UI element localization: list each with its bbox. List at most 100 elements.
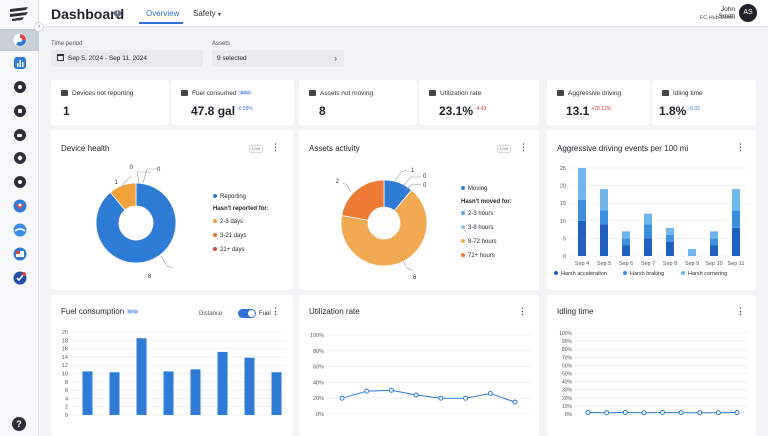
y-tick-label: 0% [316,412,324,418]
more-menu-icon[interactable]: ⋮ [519,142,528,152]
legend-item-reporting: Reporting [213,194,246,200]
leader-line [404,183,422,191]
y-tick-label: 100% [559,331,572,337]
bar [163,371,174,415]
sidebar-item-dashboard[interactable] [0,29,39,51]
live-badge: Live [249,145,264,153]
legend-item-2-3-hours: 2-3 hours [461,211,493,217]
legend-label: 2-3 days [220,219,244,225]
bar-segment [644,238,652,256]
x-tick-label: Sep 8 [663,261,677,267]
kpi-utilization-rate[interactable]: Utilization rate 23.1% -4.43 [419,80,539,125]
fuel-distance-toggle[interactable] [238,309,256,318]
sidebar-item-trips[interactable] [5,101,34,121]
legend-header: Hasn't moved for: [461,199,512,205]
map-pin-icon [13,81,26,93]
y-tick-label: 80% [313,349,324,355]
more-menu-icon[interactable]: ⋮ [271,142,280,152]
slice-value-label: 1 [411,168,415,174]
bar [271,372,282,415]
donut-slice [340,189,428,267]
kpi-label: Assets not moving [320,90,374,97]
kpi-value: 1.8% [659,104,687,118]
device-health-panel: Device health Live ⋮ 8 1 0 0 Reporting Hasn… [51,130,293,290]
y-tick-label: 40% [313,380,324,386]
sidebar-item-assets[interactable] [5,125,34,145]
more-menu-icon[interactable]: ⋮ [736,142,745,152]
kpi-value: 23.1% [439,104,474,118]
kpi-delta: -0.55% [237,106,253,112]
sidebar-item-app-4[interactable] [5,268,34,288]
more-menu-icon[interactable]: ⋮ [271,306,280,316]
time-period-picker[interactable]: Sep 5, 2024 - Sep 11, 2024 [51,50,203,67]
sidebar-item-app-1[interactable] [5,196,34,216]
y-tick-label: 15 [560,201,566,207]
bar-segment [732,210,740,228]
legend-item-3-21-days: 3-21 days [213,233,246,239]
more-menu-icon[interactable]: ⋮ [736,306,745,316]
leader-line [394,169,408,182]
bar [217,351,228,415]
bar-segment [688,248,696,256]
y-tick-label: 8 [65,380,68,386]
avatar[interactable]: AS [739,4,757,22]
user-org: FC Hub Demo [699,15,735,21]
kpi-fuel-consumed[interactable]: Fuel consumed Beta 47.8 gal -0.55% [171,80,294,125]
y-tick-label: 30% [562,388,573,394]
tab-safety[interactable]: Safety ▾ [193,9,221,18]
bar-segment [622,245,630,256]
kpi-devices-not-reporting[interactable]: Devices not reporting 1 [51,80,169,125]
legend-item-harsh-acceleration: Harsh acceleration [554,271,607,277]
fuel-toggle-label[interactable]: Fuel [259,311,271,317]
legend-label: 21+ days [220,247,245,253]
sidebar-item-settings[interactable] [5,172,34,192]
sidebar-item-app-3[interactable] [5,244,34,264]
bar-segment [600,210,608,225]
help-icon[interactable]: ? [12,417,26,431]
y-tick-label: 20% [562,396,573,402]
legend-swatch [213,194,217,198]
data-point [413,392,419,398]
sidebar-collapse-icon[interactable]: › [34,22,44,32]
kpi-assets-not-moving[interactable]: Assets not moving 8 [299,80,417,125]
car-icon [309,90,316,96]
sidebar-item-reports[interactable] [5,53,34,73]
slice-value-label: 8 [148,274,152,280]
kpi-idling-time[interactable]: Idling time 1.8% -0.32 [652,80,756,125]
sidebar-item-map[interactable] [5,77,34,97]
panel-title: Fuel consumption Beta [61,307,140,316]
more-menu-icon[interactable]: ⋮ [518,306,527,316]
legend-item-2-3-days: 2-3 days [213,219,243,225]
kpi-delta: +78.12% [591,106,612,112]
info-icon[interactable]: i [114,10,121,17]
kpi-value: 47.8 gal [191,104,236,118]
y-tick-label: 20 [62,330,68,336]
sidebar-item-maintenance[interactable] [5,148,34,168]
bar-segment [578,168,586,200]
y-tick-label: 70% [562,355,573,361]
kpi-label: Idling time [673,90,703,97]
x-tick-label: Sep 9 [685,261,699,267]
leader-line [120,175,132,189]
y-tick-label: 5 [563,236,566,242]
x-tick-label: Sep 5 [597,261,611,267]
legend-label: 2-3 hours [468,211,494,217]
panel-title-text: Fuel consumption [61,307,125,316]
device-health-chart: 8 1 0 0 [95,165,177,280]
chevron-right-icon: › [334,54,337,63]
legend-label: 3-21 days [220,233,247,239]
gear-icon [13,176,26,188]
kpi-label: Fuel consumed [192,90,237,97]
leader-line [160,255,174,269]
distance-toggle-label[interactable]: Distance [199,311,223,317]
sidebar-item-app-2[interactable] [5,220,34,240]
assets-select[interactable]: 9 selected › [212,50,344,67]
data-point [512,399,518,405]
tab-overview[interactable]: Overview [146,9,180,18]
legend-swatch [681,271,685,275]
legend-label: Harsh braking [630,271,665,277]
kpi-aggressive-driving[interactable]: Aggressive driving 13.1 +78.12% [547,80,650,125]
fuel-consumption-chart: 0 2 4 6 8 10 12 14 16 18 20 [62,330,287,419]
chevron-down-icon: ▾ [217,12,221,18]
x-tick-label: Sep 10 [705,261,722,267]
